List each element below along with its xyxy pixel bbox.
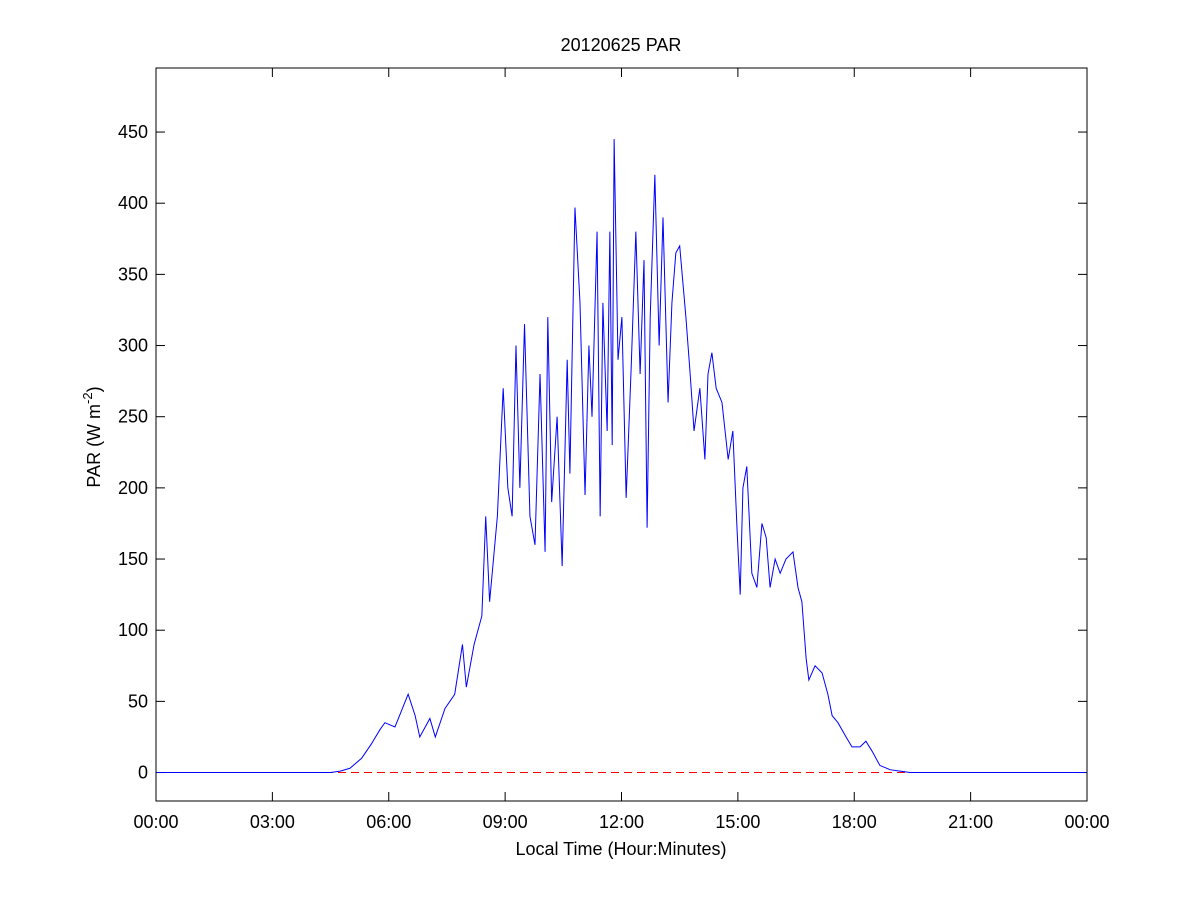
y-tick-label: 450 (118, 122, 148, 142)
y-tick-label: 350 (118, 264, 148, 284)
y-axis-label-text: PAR (W m (84, 404, 104, 488)
y-axis-label-suffix: ) (84, 386, 104, 392)
y-axis-label-superscript: -2 (80, 392, 95, 404)
x-axis-label: Local Time (Hour:Minutes) (515, 839, 726, 859)
plot-frame (155, 67, 1088, 802)
y-tick-label: 0 (138, 763, 148, 783)
x-tick-label: 12:00 (599, 812, 644, 832)
y-tick-label: 250 (118, 407, 148, 427)
y-tick-label: 50 (128, 691, 148, 711)
x-tick-label: 21:00 (948, 812, 993, 832)
x-tick-label: 06:00 (366, 812, 411, 832)
x-tick-label: 18:00 (832, 812, 877, 832)
y-tick-label: 300 (118, 336, 148, 356)
y-tick-label: 400 (118, 193, 148, 213)
x-tick-label: 15:00 (715, 812, 760, 832)
data-line (156, 139, 1087, 774)
y-tick-label: 100 (118, 620, 148, 640)
y-tick-label: 150 (118, 549, 148, 569)
y-axis-label: PAR (W m-2) (80, 386, 104, 487)
x-tick-label: 09:00 (483, 812, 528, 832)
x-tick-label: 03:00 (250, 812, 295, 832)
x-tick-label: 00:00 (1064, 812, 1109, 832)
x-tick-label: 00:00 (133, 812, 178, 832)
chart-title: 20120625 PAR (561, 35, 682, 55)
y-tick-label: 200 (118, 478, 148, 498)
